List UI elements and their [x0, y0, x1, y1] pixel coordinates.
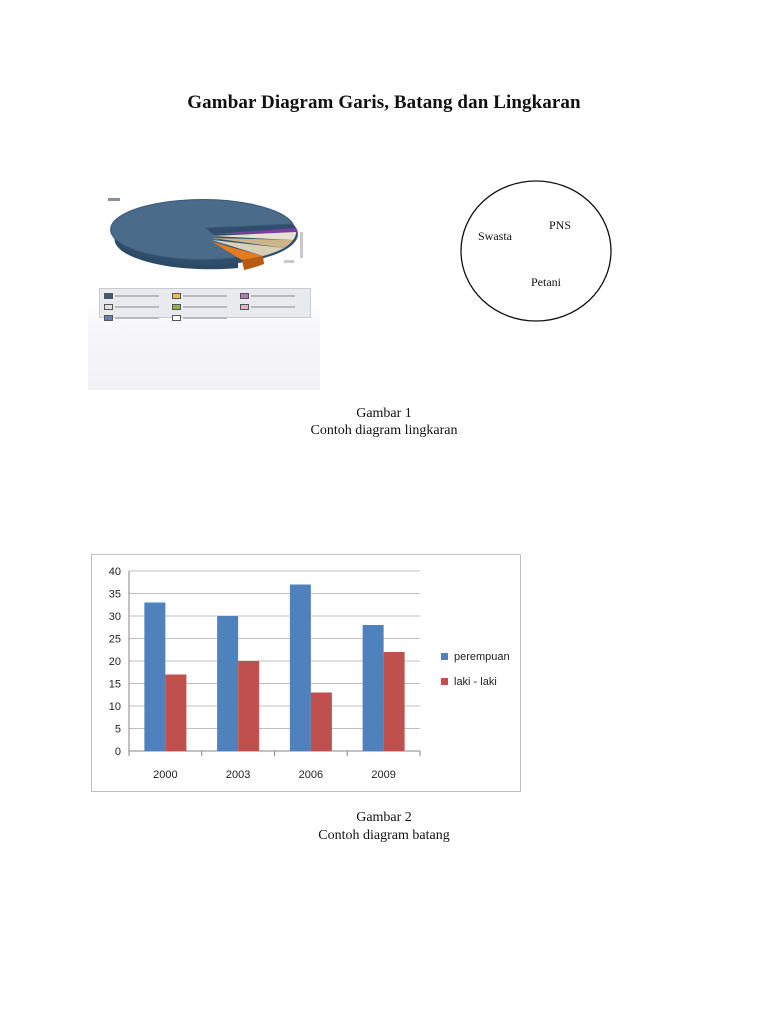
bar-perempuan-2003	[217, 616, 239, 751]
y-tick-label: 20	[109, 656, 121, 668]
pie-chart-image	[88, 162, 320, 390]
bar-laki-laki-2000	[165, 674, 187, 751]
legend-swatch	[441, 653, 448, 660]
pie-slice-cream	[212, 232, 297, 240]
bar-laki-laki-2003	[238, 661, 260, 751]
bar-perempuan-2000	[144, 602, 166, 751]
bar-laki-laki-2006	[310, 692, 332, 751]
y-tick-label: 5	[115, 724, 121, 736]
figure1-caption-text: Contoh diagram lingkaran	[310, 423, 458, 438]
pie-slice-beige	[212, 240, 284, 256]
document-title: Gambar Diagram Garis, Batang dan Lingkar…	[187, 92, 581, 113]
bar-chart-svg: 0 5 10 15 20 25 30 35 40 2000 2003 2006 2009 perempua…	[109, 566, 510, 781]
pie-legend	[99, 288, 311, 321]
y-tick-label: 35	[109, 589, 121, 601]
figure1-caption-number: Gambar 1	[356, 406, 412, 421]
y-tick-label: 10	[109, 701, 121, 713]
y-tick-label: 30	[109, 611, 121, 623]
circle-outline	[460, 180, 612, 322]
circle-diagram	[460, 180, 612, 322]
bar-perempuan-2006	[289, 584, 311, 751]
x-tick-label: 2009	[371, 769, 395, 781]
legend-label: perempuan	[454, 651, 510, 663]
bar-chart: 0 5 10 15 20 25 30 35 40 2000 2003 2006 2009 perempua…	[91, 554, 521, 792]
y-tick-label: 15	[109, 679, 121, 691]
figure2-caption-number: Gambar 2	[356, 810, 412, 825]
pie-chart-graphic	[108, 198, 303, 270]
y-tick-label: 25	[109, 634, 121, 646]
circle-label-swasta: Swasta	[478, 229, 512, 243]
legend-label: laki - laki	[454, 676, 497, 688]
bar-perempuan-2009	[362, 625, 384, 751]
figure2-caption-text: Contoh diagram batang	[318, 828, 450, 843]
circle-label-pns: PNS	[549, 218, 572, 232]
circle-label-petani: Petani	[531, 275, 561, 289]
pie-slice-orange	[212, 242, 263, 260]
y-tick-label: 0	[115, 746, 121, 758]
pie-slice-purple	[212, 228, 298, 234]
x-tick-label: 2006	[299, 769, 323, 781]
x-tick-label: 2003	[226, 769, 250, 781]
y-tick-label: 40	[109, 566, 121, 578]
bar-laki-laki-2009	[383, 652, 405, 751]
legend-swatch	[441, 678, 448, 685]
pie-slice-main	[110, 199, 293, 260]
x-tick-label: 2000	[153, 769, 177, 781]
pie-slice-tan	[212, 238, 293, 248]
